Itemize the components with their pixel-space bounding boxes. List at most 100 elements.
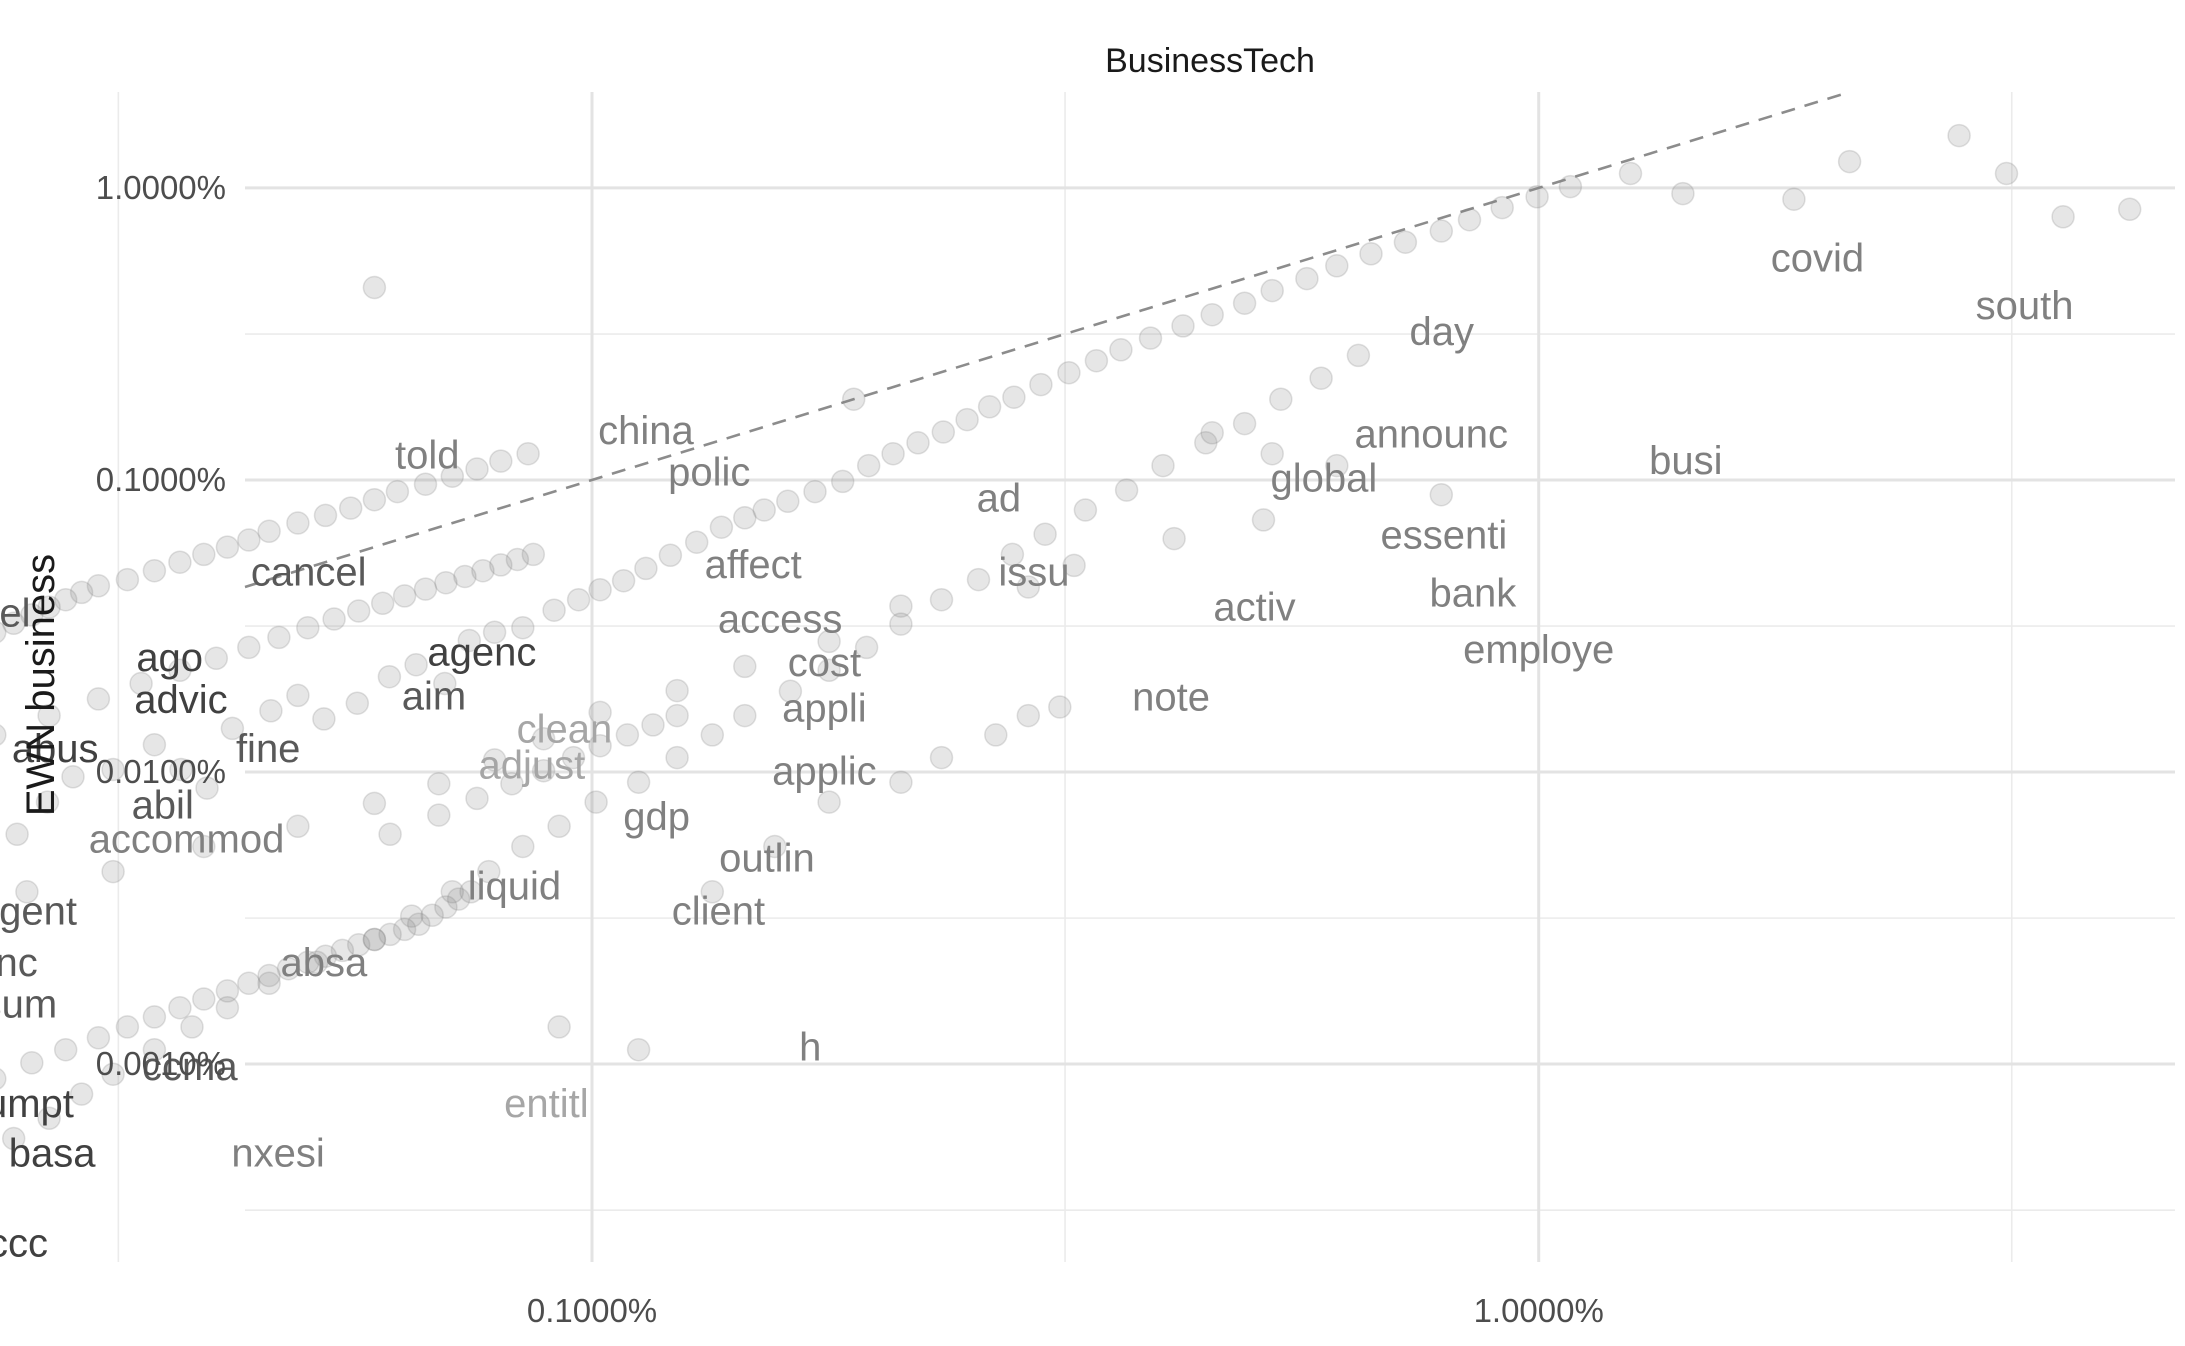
word-label: absenc <box>0 941 38 985</box>
scatter-point <box>1251 508 1276 532</box>
identity-line <box>244 90 1850 589</box>
word-label: agenc <box>427 630 536 674</box>
scatter-point <box>420 903 444 928</box>
scatter-point <box>305 950 329 975</box>
scatter-point <box>5 822 29 847</box>
scatter-point <box>2051 205 2075 229</box>
scatter-point <box>1232 291 1257 315</box>
word-label: ago <box>136 636 203 680</box>
word-label: nccc <box>0 1221 48 1265</box>
scatter-point <box>482 620 507 644</box>
scatter-point <box>516 441 540 466</box>
scatter-point <box>1084 348 1109 373</box>
scatter-point <box>1062 553 1086 578</box>
word-label: accommod <box>89 818 285 862</box>
scatter-point <box>142 1005 167 1029</box>
scatter-point <box>1016 703 1041 728</box>
scatter-point <box>1200 302 1224 327</box>
scatter-point <box>588 733 612 758</box>
scatter-point <box>237 635 261 660</box>
scatter-point <box>86 574 111 598</box>
scatter-point <box>69 580 94 605</box>
scatter-point <box>641 713 665 737</box>
scatter-point <box>86 1026 111 1050</box>
y-axis: 0.0010% 0.0100% 0.1000% 1.0000% <box>96 169 226 1082</box>
scatter-point <box>346 599 371 623</box>
scatter-point <box>1109 338 1133 362</box>
scatter-point <box>168 658 192 683</box>
scatter-point <box>1260 278 1284 303</box>
scatter-point <box>634 556 658 581</box>
scatter-point <box>1194 431 1218 455</box>
scatter-point <box>1429 219 1454 243</box>
scatter-point <box>413 472 438 496</box>
word-label: assum <box>0 983 57 1027</box>
scatter-point <box>471 558 495 583</box>
scatter-point <box>626 1037 651 1062</box>
scatter-point <box>115 1015 140 1039</box>
word-label: activ <box>1213 586 1295 630</box>
scatter-point <box>296 950 320 975</box>
scatter-point <box>881 441 905 466</box>
scatter-point <box>61 765 85 789</box>
scatter-point <box>86 687 111 711</box>
scatter-point <box>345 691 370 715</box>
word-label: abil <box>132 784 194 828</box>
scatter-point <box>889 594 913 618</box>
word-label: outlin <box>719 837 815 881</box>
scatter-point <box>406 912 431 937</box>
scatter-point <box>489 449 513 473</box>
scatter-point <box>180 1015 204 1039</box>
scatter-point <box>505 547 530 572</box>
scatter-point <box>215 535 240 559</box>
scatter-point <box>434 570 458 595</box>
scatter-point <box>115 567 140 592</box>
word-label: issu <box>998 551 1069 595</box>
scatter-point <box>427 803 451 827</box>
scatter-point <box>192 987 216 1011</box>
scatter-point <box>584 790 608 814</box>
scatter-point <box>453 564 477 589</box>
scatter-point <box>385 479 410 504</box>
scatter-point <box>296 615 320 640</box>
scatter-point <box>1260 441 1284 466</box>
scatter-point <box>776 489 800 514</box>
scatter-point <box>142 732 167 757</box>
scatter-point <box>1171 314 1195 338</box>
scatter-point <box>399 904 424 928</box>
scatter-point <box>101 859 125 884</box>
scatter-point <box>259 699 283 723</box>
scatter-point <box>1359 242 1383 266</box>
scatter-point <box>169 757 193 782</box>
scatter-point <box>286 511 310 535</box>
grid <box>117 92 2175 1262</box>
word-label: note <box>1132 676 1210 720</box>
scatter-point <box>1490 195 1514 220</box>
scatter-point <box>906 431 930 455</box>
y-tick-label: 0.0100% <box>96 753 226 790</box>
scatter-point <box>0 1068 7 1090</box>
word-label: fine <box>236 727 301 771</box>
scatter-point <box>482 748 507 772</box>
scatter-point <box>531 758 556 783</box>
scatter-point <box>566 587 591 612</box>
word-label: abus <box>12 727 99 771</box>
word-label: agent <box>0 890 77 934</box>
scatter-point <box>1029 372 1053 397</box>
scatter-point <box>20 603 44 627</box>
scatter-point <box>1232 411 1257 436</box>
scatter-point <box>1016 575 1041 599</box>
scatter-point <box>1457 207 1482 232</box>
scatter-point <box>984 723 1008 747</box>
scatter-point <box>817 658 841 683</box>
word-label: cancel <box>251 551 367 595</box>
scatter-point <box>1151 453 1175 478</box>
word-label: busi <box>1649 439 1722 483</box>
scatter-point <box>1162 526 1186 551</box>
scatter-point <box>220 716 245 741</box>
word-label: bank <box>1430 571 1518 615</box>
scatter-point <box>69 1082 94 1106</box>
scatter-point <box>1 1126 26 1151</box>
y-tick-label: 0.0010% <box>96 1045 226 1082</box>
scatter-point <box>1393 230 1418 254</box>
